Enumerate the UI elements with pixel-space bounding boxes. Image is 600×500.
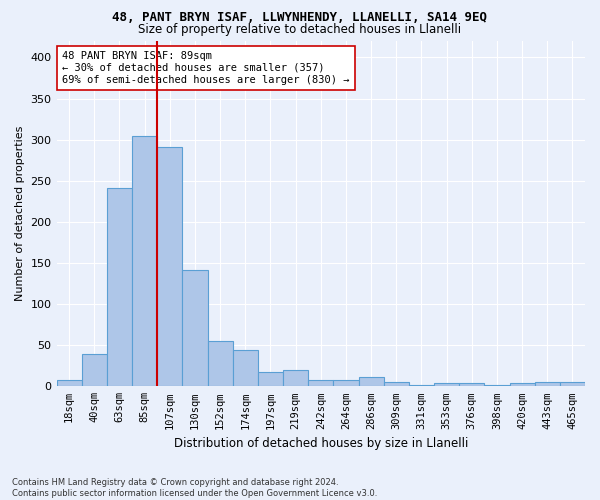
Bar xyxy=(434,383,459,386)
Bar xyxy=(383,382,409,386)
Bar xyxy=(258,372,283,386)
Bar xyxy=(132,136,157,386)
Bar xyxy=(157,147,182,386)
Bar xyxy=(560,382,585,386)
Text: Size of property relative to detached houses in Llanelli: Size of property relative to detached ho… xyxy=(139,22,461,36)
Bar xyxy=(459,383,484,386)
Text: 48, PANT BRYN ISAF, LLWYNHENDY, LLANELLI, SA14 9EQ: 48, PANT BRYN ISAF, LLWYNHENDY, LLANELLI… xyxy=(113,11,487,24)
Bar xyxy=(182,270,208,386)
Bar xyxy=(359,378,383,386)
Bar xyxy=(233,350,258,387)
Bar xyxy=(308,380,334,386)
Text: Contains HM Land Registry data © Crown copyright and database right 2024.
Contai: Contains HM Land Registry data © Crown c… xyxy=(12,478,377,498)
Bar xyxy=(509,383,535,386)
Bar xyxy=(283,370,308,386)
Y-axis label: Number of detached properties: Number of detached properties xyxy=(15,126,25,302)
Bar xyxy=(535,382,560,386)
X-axis label: Distribution of detached houses by size in Llanelli: Distribution of detached houses by size … xyxy=(173,437,468,450)
Bar xyxy=(56,380,82,386)
Bar xyxy=(82,354,107,386)
Bar xyxy=(334,380,359,386)
Bar xyxy=(208,341,233,386)
Text: 48 PANT BRYN ISAF: 89sqm
← 30% of detached houses are smaller (357)
69% of semi-: 48 PANT BRYN ISAF: 89sqm ← 30% of detach… xyxy=(62,52,349,84)
Bar xyxy=(107,188,132,386)
Bar xyxy=(409,384,434,386)
